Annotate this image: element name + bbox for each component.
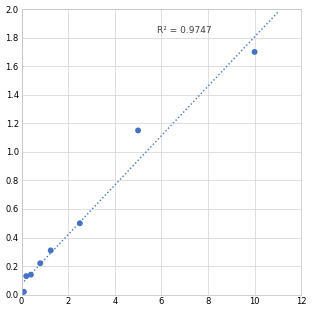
Point [28, 272, 33, 277]
Text: R² = 0.9747: R² = 0.9747 [157, 26, 211, 35]
Point [24, 274, 29, 279]
Point [22, 289, 27, 294]
Point [19, 291, 24, 296]
Point [38, 261, 43, 266]
Point [77, 221, 82, 226]
Point [136, 128, 141, 133]
Point [252, 49, 257, 54]
Point [48, 248, 53, 253]
